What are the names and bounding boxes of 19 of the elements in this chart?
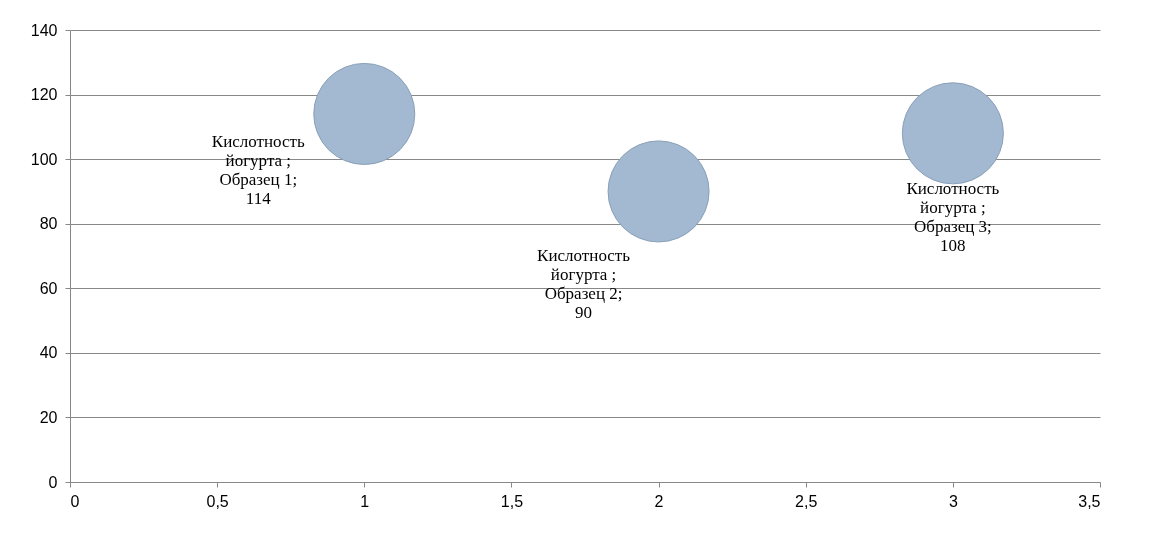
x-tick-label: 3,5 [1078, 492, 1101, 510]
data-label: Кислотность йогурта ; Образец 3; 108 [906, 179, 1000, 256]
x-tick-label: 2 [654, 492, 664, 510]
x-tick-label: 0 [70, 492, 80, 510]
y-tick-label: 60 [39, 279, 58, 297]
y-tick-label: 140 [30, 21, 58, 39]
data-label: Кислотность йогурта ; Образец 1; 114 [211, 131, 305, 208]
y-tick-label: 100 [30, 150, 58, 168]
y-tick-label: 80 [39, 215, 58, 233]
y-tick-label: 40 [39, 344, 58, 362]
x-tick-label: 1,5 [500, 492, 524, 510]
x-tick-label: 1 [360, 492, 370, 510]
x-tick-label: 2,5 [795, 492, 818, 510]
y-tick-label: 20 [39, 408, 58, 426]
x-tick-label: 0,5 [206, 492, 229, 510]
data-label: Кислотность йогурта ; Образец 2; 90 [537, 246, 631, 323]
y-tick-label: 0 [48, 473, 58, 491]
x-tick-label: 3 [948, 492, 958, 510]
y-tick-label: 120 [30, 86, 58, 104]
